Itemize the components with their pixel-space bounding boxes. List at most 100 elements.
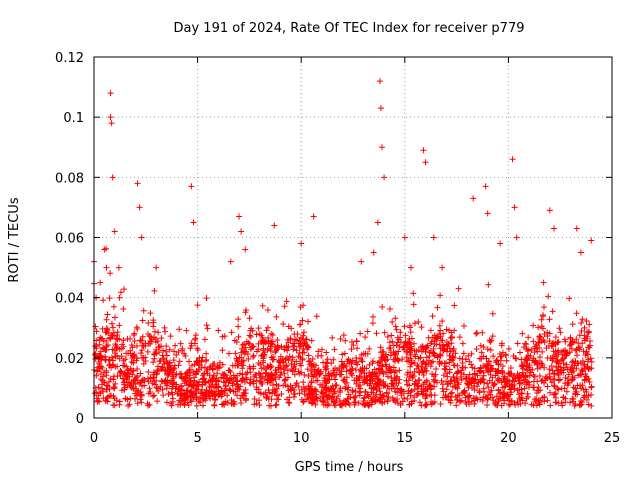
data-point	[311, 371, 318, 378]
data-point	[145, 320, 152, 327]
data-point	[523, 395, 530, 402]
data-point	[567, 399, 574, 406]
data-point	[285, 323, 292, 330]
data-point	[199, 381, 206, 388]
data-point	[476, 389, 483, 396]
data-point	[477, 378, 484, 385]
data-point	[330, 372, 337, 379]
data-point	[523, 381, 530, 388]
data-point	[373, 381, 380, 388]
data-point	[215, 384, 222, 391]
data-point	[243, 396, 250, 403]
data-point	[470, 195, 477, 202]
data-point	[235, 316, 242, 323]
data-point	[172, 385, 179, 392]
data-point	[431, 341, 438, 348]
data-point	[121, 286, 128, 293]
data-point	[392, 323, 399, 330]
data-point	[104, 393, 111, 400]
data-point	[362, 334, 369, 341]
data-point	[320, 398, 327, 405]
data-point	[422, 393, 429, 400]
data-point	[194, 302, 201, 309]
data-point	[145, 340, 152, 347]
data-point	[124, 382, 131, 389]
data-point	[307, 367, 314, 374]
data-point	[331, 346, 338, 353]
data-point	[166, 368, 173, 375]
data-point	[283, 343, 290, 350]
data-point	[383, 351, 390, 358]
data-point	[348, 361, 355, 367]
data-point	[97, 363, 104, 370]
data-point	[501, 373, 508, 380]
data-point	[419, 391, 426, 398]
data-point	[450, 373, 457, 380]
data-point	[200, 375, 207, 382]
data-point	[499, 384, 506, 391]
data-point	[524, 378, 531, 385]
data-point	[322, 378, 329, 385]
data-point	[554, 356, 561, 363]
data-point	[250, 365, 257, 372]
data-point	[150, 317, 157, 324]
data-point	[569, 365, 576, 372]
data-point	[110, 329, 117, 336]
data-point	[569, 359, 576, 366]
data-point	[163, 348, 170, 355]
data-point	[352, 388, 359, 395]
data-point	[269, 331, 276, 338]
data-point	[328, 385, 335, 392]
data-point	[440, 388, 447, 395]
data-point	[318, 352, 325, 359]
data-point	[429, 334, 436, 341]
data-point	[531, 373, 538, 380]
data-point	[147, 375, 154, 382]
data-point	[312, 401, 319, 408]
data-point	[190, 219, 197, 226]
data-point	[116, 355, 123, 362]
data-point	[250, 353, 257, 360]
x-tick-label: 20	[500, 431, 517, 446]
data-point	[255, 325, 262, 332]
data-point	[379, 392, 386, 399]
data-point	[391, 375, 398, 382]
data-point	[554, 339, 561, 346]
data-point	[240, 357, 247, 364]
data-point	[347, 394, 354, 401]
data-point	[499, 349, 506, 356]
data-point	[339, 351, 346, 358]
data-point	[419, 367, 426, 374]
data-point	[134, 180, 141, 187]
data-point	[304, 343, 311, 350]
data-point	[429, 370, 436, 377]
data-point	[243, 338, 250, 345]
data-point	[222, 372, 229, 379]
data-point	[239, 365, 246, 372]
data-point	[517, 396, 524, 403]
data-point	[129, 371, 136, 378]
data-point	[153, 264, 160, 271]
data-point	[357, 372, 364, 379]
data-point	[111, 385, 118, 392]
data-point	[432, 371, 439, 378]
data-point	[370, 358, 377, 365]
y-tick-label: 0	[76, 412, 84, 427]
data-point	[298, 396, 305, 403]
data-point	[407, 324, 414, 331]
data-point	[555, 338, 562, 345]
data-point	[130, 367, 137, 374]
data-point	[240, 348, 247, 355]
data-point	[306, 385, 313, 392]
data-point	[551, 371, 558, 378]
data-point	[187, 378, 194, 385]
data-point	[524, 390, 531, 397]
data-point	[514, 340, 521, 347]
data-point	[224, 392, 231, 399]
data-point	[337, 336, 344, 343]
data-point	[484, 396, 491, 403]
data-point	[511, 400, 518, 407]
data-point	[132, 381, 139, 388]
data-point	[193, 402, 200, 409]
data-point	[116, 322, 123, 329]
